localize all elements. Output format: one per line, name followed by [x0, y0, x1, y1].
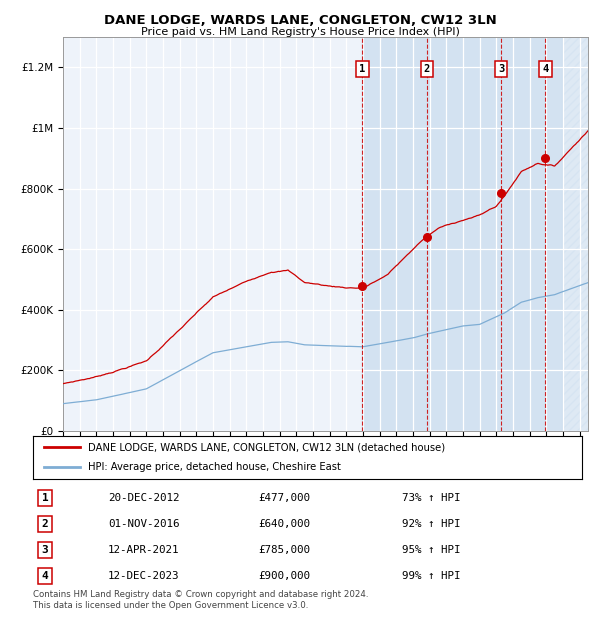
Text: 95% ↑ HPI: 95% ↑ HPI [402, 545, 461, 555]
Text: 12-APR-2021: 12-APR-2021 [108, 545, 179, 555]
Text: 4: 4 [41, 571, 49, 581]
Text: 3: 3 [498, 64, 504, 74]
Text: 01-NOV-2016: 01-NOV-2016 [108, 519, 179, 529]
Text: 12-DEC-2023: 12-DEC-2023 [108, 571, 179, 581]
Text: 99% ↑ HPI: 99% ↑ HPI [402, 571, 461, 581]
Text: Price paid vs. HM Land Registry's House Price Index (HPI): Price paid vs. HM Land Registry's House … [140, 27, 460, 37]
Text: 92% ↑ HPI: 92% ↑ HPI [402, 519, 461, 529]
Text: £477,000: £477,000 [258, 493, 310, 503]
Bar [362, 37, 562, 431]
Text: 20-DEC-2012: 20-DEC-2012 [108, 493, 179, 503]
Text: 73% ↑ HPI: 73% ↑ HPI [402, 493, 461, 503]
Text: DANE LODGE, WARDS LANE, CONGLETON, CW12 3LN (detached house): DANE LODGE, WARDS LANE, CONGLETON, CW12 … [88, 442, 445, 452]
Text: 4: 4 [542, 64, 548, 74]
Text: DANE LODGE, WARDS LANE, CONGLETON, CW12 3LN: DANE LODGE, WARDS LANE, CONGLETON, CW12 … [104, 14, 496, 27]
Text: 3: 3 [41, 545, 49, 555]
Text: 2: 2 [41, 519, 49, 529]
Text: £785,000: £785,000 [258, 545, 310, 555]
Text: 1: 1 [359, 64, 365, 74]
Text: 1: 1 [41, 493, 49, 503]
Text: Contains HM Land Registry data © Crown copyright and database right 2024.
This d: Contains HM Land Registry data © Crown c… [33, 590, 368, 609]
Text: £900,000: £900,000 [258, 571, 310, 581]
Text: £640,000: £640,000 [258, 519, 310, 529]
Text: HPI: Average price, detached house, Cheshire East: HPI: Average price, detached house, Ches… [88, 462, 341, 472]
Bar [562, 37, 588, 431]
Text: 2: 2 [424, 64, 430, 74]
